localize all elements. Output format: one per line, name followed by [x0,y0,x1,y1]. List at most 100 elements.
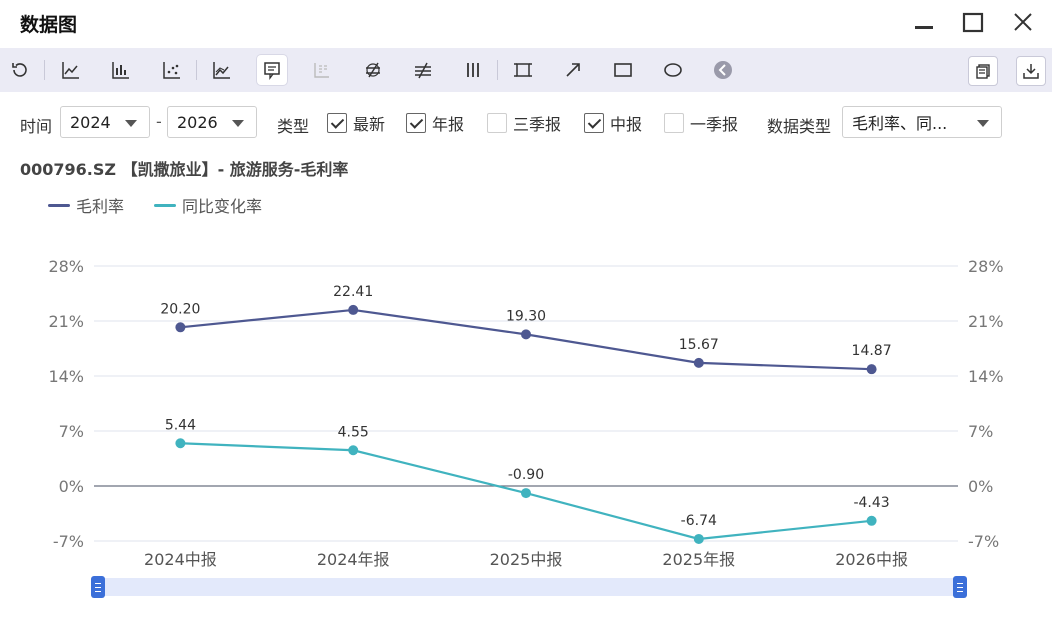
start-year-value: 2024 [70,112,111,132]
window-title: 数据图 [20,14,78,36]
ellipse-icon [664,63,682,77]
table-button[interactable] [307,55,337,85]
toolbar [0,48,1052,92]
comment-icon [264,62,280,80]
vertical-bars-button[interactable] [458,55,488,85]
vertical-bars-icon [467,63,479,77]
area-line-icon [213,62,230,79]
line-chart-button[interactable] [56,55,86,85]
not-equal-button[interactable] [408,55,438,85]
y-axis-left-tick-label: 14% [48,367,84,386]
type-checkbox-latest[interactable]: 最新 [327,111,385,135]
comment-button[interactable] [257,55,287,85]
data-point [348,445,359,456]
close-icon [1014,13,1032,31]
y-axis-right-tick-label: 14% [968,367,1004,386]
data-point [693,357,704,368]
zoom-slider-track[interactable] [98,578,960,596]
arrow-button[interactable] [558,55,588,85]
x-axis-tick-label: 2024中报 [144,550,217,569]
x-axis-tick-label: 2026中报 [835,550,908,569]
x-axis-tick-label: 2025中报 [490,550,563,569]
crop-button[interactable] [508,55,538,85]
filter-bar: 时间 2024 - 2026 类型 最新 年报 三季报 中报 一季报 数据类型 … [0,104,1052,142]
x-axis-tick-label: 2024年报 [317,550,390,569]
y-axis-right-tick-label: 7% [968,422,993,441]
not-equal-slash-icon [366,62,380,78]
type-checkbox-annual[interactable]: 年报 [406,111,464,135]
area-line-button[interactable] [207,55,237,85]
type-checkbox-q1[interactable]: 一季报 [664,111,738,135]
data-point [521,488,531,499]
data-label: 20.20 [160,301,200,317]
data-label: 5.44 [165,417,196,433]
checkbox-checked-icon [327,113,347,133]
time-label: 时间 [20,117,53,136]
data-type-value: 毛利率、同... [852,114,948,133]
rectangle-button[interactable] [608,55,638,85]
data-label: 4.55 [338,424,369,440]
bar-chart-button[interactable] [106,55,136,85]
checkbox-label: 三季报 [513,115,562,134]
legend-swatch [48,203,70,207]
copy-button[interactable] [968,56,998,86]
type-checkbox-interim[interactable]: 中报 [584,111,642,135]
not-equal-slash-button[interactable] [358,55,388,85]
legend-label: 同比变化率 [182,197,263,216]
minimize-button[interactable] [910,8,940,38]
y-axis-left-tick-label: 28% [48,257,84,276]
copy-icon [976,64,990,79]
checkbox-label: 一季报 [690,115,739,134]
type-label: 类型 [277,117,310,136]
legend-swatch [154,203,176,207]
y-axis-right-tick-label: 21% [968,312,1004,331]
x-axis-tick-label: 2025年报 [662,550,735,569]
back-button[interactable] [708,55,738,85]
scatter-chart-icon [163,62,180,79]
toolbar-divider [497,60,498,80]
checkbox-label: 最新 [353,115,386,134]
data-point [866,364,877,375]
legend-item-yoy-change[interactable]: 同比变化率 [154,193,262,217]
download-button[interactable] [1016,56,1046,86]
end-year-select[interactable]: 2026 [167,106,257,138]
y-axis-left-tick-label: 0% [59,477,84,496]
ellipse-button[interactable] [658,55,688,85]
close-button[interactable] [1008,8,1038,38]
data-label: -4.43 [853,495,889,511]
data-point [521,329,531,340]
title-bar: 数据图 [0,0,1052,46]
data-label: -6.74 [681,513,717,529]
zoom-handle-right[interactable] [953,576,967,598]
back-circle-icon [714,61,732,79]
data-point [175,438,186,449]
chevron-down-icon [977,120,989,127]
minimize-icon [915,26,933,29]
start-year-select[interactable]: 2024 [60,106,150,138]
refresh-button[interactable] [5,55,35,85]
data-point [175,322,186,333]
bar-chart-icon [112,62,129,79]
data-type-label: 数据类型 [767,117,832,136]
checkbox-label: 中报 [610,115,643,134]
chevron-down-icon [125,120,137,127]
not-equal-icon [415,62,431,79]
y-axis-left-tick-label: 21% [48,312,84,331]
rectangle-icon [614,63,632,77]
chart-title: 000796.SZ 【凯撒旅业】- 旅游服务-毛利率 [20,160,349,179]
scatter-chart-button[interactable] [157,55,187,85]
download-icon [1023,64,1039,79]
end-year-value: 2026 [177,112,218,132]
checkbox-checked-icon [584,113,604,133]
legend-item-gross-margin[interactable]: 毛利率 [48,193,124,217]
zoom-handle-left[interactable] [91,576,105,598]
refresh-icon [12,63,27,77]
maximize-button[interactable] [958,8,988,38]
checkbox-label: 年报 [432,115,465,134]
checkbox-unchecked-icon [487,113,507,133]
type-checkbox-q3[interactable]: 三季报 [487,111,561,135]
data-type-select[interactable]: 毛利率、同... [842,106,1002,138]
data-label: 15.67 [679,337,719,353]
y-axis-right-tick-label: 0% [968,477,993,496]
